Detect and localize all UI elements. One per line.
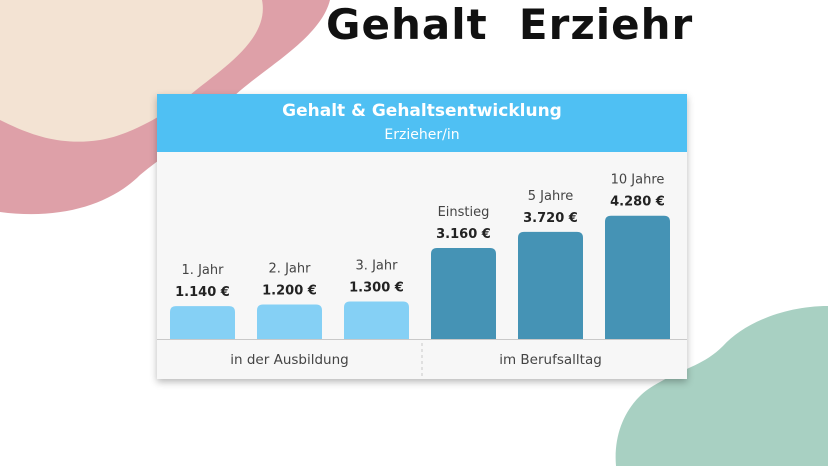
chart-subtitle: Erzieher/in: [384, 127, 460, 143]
value-label-3: 1.300 €: [349, 281, 404, 296]
bar-1: [170, 306, 235, 339]
chart-header: Gehalt & Gehaltsentwicklung Erzieher/in: [157, 94, 687, 152]
page-title: Gehalt Erziehr: [326, 0, 694, 49]
blob-cream-shape: [0, 0, 263, 142]
value-label-2: 1.200 €: [262, 283, 317, 298]
bar-6: [605, 215, 670, 339]
category-label-6: 10 Jahre: [611, 173, 665, 188]
decorative-blob-bottom-right: [615, 306, 828, 466]
value-label-4: 3.160 €: [436, 227, 491, 242]
chart-title: Gehalt & Gehaltsentwicklung: [282, 101, 562, 121]
salary-bar-chart: 1.140 € 1. Jahr 1.200 € 2. Jahr 1.300 € 3. Ja…: [157, 173, 687, 379]
value-label-5: 3.720 €: [523, 211, 578, 226]
bar-2: [257, 304, 322, 339]
category-label-5: 5 Jahre: [528, 189, 574, 204]
blob-green-shape: [615, 306, 828, 466]
salary-chart-card: 1.140 € 1. Jahr 1.200 € 2. Jahr 1.300 € 3. Ja…: [157, 94, 687, 379]
value-label-1: 1.140 €: [175, 285, 230, 300]
category-label-2: 2. Jahr: [269, 261, 312, 276]
bar-3: [344, 301, 409, 339]
value-label-6: 4.280 €: [610, 195, 665, 210]
category-label-4: Einstieg: [438, 205, 490, 220]
group-label-2: im Berufsalltag: [499, 352, 602, 368]
bar-5: [518, 231, 583, 339]
category-label-3: 3. Jahr: [356, 259, 399, 274]
group-label-1: in der Ausbildung: [230, 352, 348, 368]
bar-4: [431, 247, 496, 339]
category-label-1: 1. Jahr: [182, 263, 225, 278]
